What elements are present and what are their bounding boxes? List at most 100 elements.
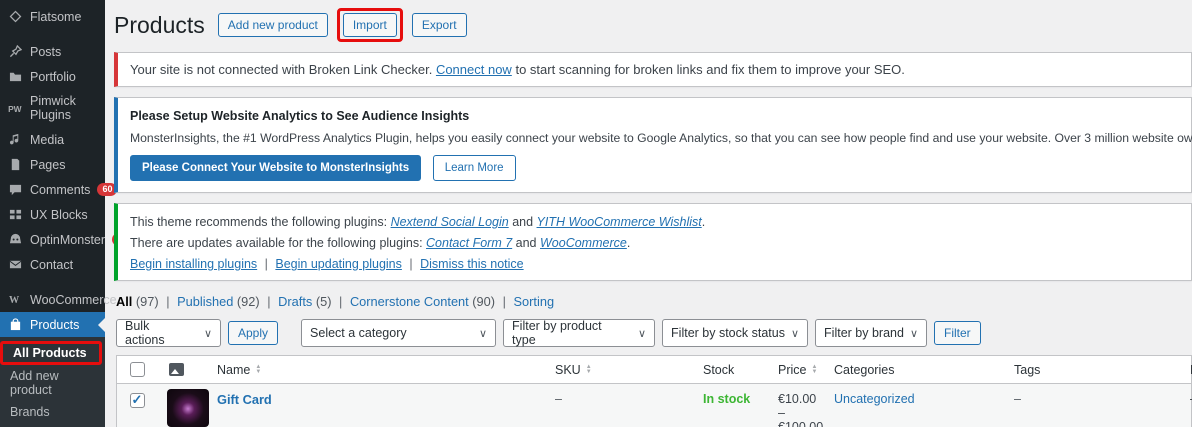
- select-value: Filter by product type: [512, 319, 602, 347]
- connect-monsterinsights-button[interactable]: Please Connect Your Website to MonsterIn…: [130, 155, 422, 181]
- export-button[interactable]: Export: [411, 13, 467, 37]
- products-submenu: All Products Add new product Brands Cate…: [0, 337, 105, 427]
- nextend-social-login-link[interactable]: Nextend Social Login: [390, 215, 509, 229]
- sku-column-header[interactable]: SKU: [551, 356, 699, 383]
- separator: |: [166, 294, 170, 309]
- select-all-cell: [117, 356, 157, 383]
- notice-text: There are updates available for the foll…: [130, 236, 423, 250]
- begin-updating-plugins-link[interactable]: Begin updating plugins: [275, 257, 402, 271]
- sidebar-item-ux-blocks[interactable]: UX Blocks: [0, 202, 105, 227]
- sidebar-item-label: Contact: [30, 257, 74, 272]
- learn-more-button[interactable]: Learn More: [432, 155, 516, 181]
- view-label: Sorting: [513, 294, 555, 309]
- annotation-import-box: Import: [336, 8, 403, 42]
- sidebar-item-woocommerce[interactable]: W WooCommerce: [0, 287, 117, 312]
- brand-select[interactable]: Filter by brand: [815, 319, 927, 347]
- row-select-cell: [117, 384, 157, 427]
- sidebar-item-media[interactable]: Media: [0, 127, 105, 152]
- select-all-checkbox[interactable]: [129, 362, 145, 377]
- sort-icon: [811, 365, 817, 375]
- tags-column-header: Tags: [1010, 356, 1186, 383]
- sort-icon: [586, 365, 592, 375]
- table-row: Gift Card – In stock €10.00 – €100.00 Un…: [117, 384, 1192, 427]
- bulk-actions-select[interactable]: Bulk actions: [116, 319, 221, 347]
- add-new-product-button[interactable]: Add new product: [217, 13, 328, 37]
- sidebar-item-label: UX Blocks: [30, 207, 88, 222]
- sidebar-item-flatsome[interactable]: Flatsome: [0, 4, 105, 29]
- sidebar-item-pimwick-plugins[interactable]: PW Pimwick Plugins: [0, 89, 105, 127]
- apply-button[interactable]: Apply: [228, 321, 279, 345]
- submenu-item-categories[interactable]: Categories: [0, 423, 105, 427]
- sidebar-separator: [0, 29, 105, 39]
- separator: |: [502, 294, 506, 309]
- category-select[interactable]: Select a category: [301, 319, 497, 347]
- separator: |: [267, 294, 271, 309]
- submenu-item-label: Brands: [10, 405, 50, 419]
- column-label: SKU: [555, 362, 581, 377]
- sidebar-item-portfolio[interactable]: Portfolio: [0, 64, 105, 89]
- sidebar-item-contact[interactable]: Contact: [0, 252, 105, 277]
- yith-wishlist-link[interactable]: YITH WooCommerce Wishlist: [536, 215, 702, 229]
- row-checkbox[interactable]: [129, 392, 145, 408]
- chevron-down-icon: [638, 327, 646, 340]
- comments-count-badge: 60: [97, 183, 118, 196]
- view-count: (97): [135, 294, 159, 309]
- view-cornerstone-link[interactable]: Cornerstone Content (90): [350, 294, 495, 309]
- image-column-icon: [169, 363, 184, 376]
- shopping-bag-icon: [8, 317, 23, 332]
- separator: |: [264, 257, 268, 271]
- price-column-header[interactable]: Price: [774, 356, 830, 383]
- dismiss-notice-link[interactable]: Dismiss this notice: [420, 257, 524, 271]
- categories-cell: Uncategorized: [830, 384, 1010, 427]
- begin-installing-plugins-link[interactable]: Begin installing plugins: [130, 257, 258, 271]
- notice-text: to start scanning for broken links and f…: [515, 62, 905, 77]
- product-type-select[interactable]: Filter by product type: [503, 319, 656, 347]
- comments-icon: [8, 182, 23, 197]
- broken-link-checker-notice: Your site is not connected with Broken L…: [114, 52, 1192, 87]
- select-value: Filter by brand: [824, 326, 904, 340]
- tags-cell: –: [1014, 392, 1021, 406]
- sidebar-item-posts[interactable]: Posts: [0, 39, 105, 64]
- chevron-down-icon: [204, 327, 212, 340]
- woocommerce-icon: W: [8, 292, 23, 307]
- product-name-link[interactable]: Gift Card: [217, 392, 272, 407]
- filter-button[interactable]: Filter: [934, 321, 981, 345]
- view-label: Drafts: [278, 294, 313, 309]
- import-button[interactable]: Import: [342, 13, 397, 37]
- notice-text: This theme recommends the following plug…: [130, 215, 388, 229]
- connect-now-link[interactable]: Connect now: [435, 62, 512, 77]
- submenu-item-add-new-product[interactable]: Add new product: [0, 365, 105, 401]
- product-thumbnail-cell[interactable]: [157, 384, 213, 427]
- sidebar-item-pages[interactable]: Pages: [0, 152, 105, 177]
- woocommerce-link[interactable]: WooCommerce: [540, 236, 627, 250]
- sidebar-item-optinmonster[interactable]: OptinMonster 1: [0, 227, 128, 252]
- product-name-cell: Gift Card: [213, 384, 551, 427]
- stock-status: In stock: [703, 392, 751, 406]
- blocks-icon: [8, 207, 23, 222]
- sidebar-item-label: Pages: [30, 157, 66, 172]
- name-column-header[interactable]: Name: [213, 356, 551, 383]
- sidebar-item-comments[interactable]: Comments 60: [0, 177, 118, 202]
- column-label: Price: [778, 362, 807, 377]
- submenu-item-all-products[interactable]: All Products: [0, 341, 102, 365]
- view-sorting-link[interactable]: Sorting: [514, 294, 555, 309]
- stock-status-select[interactable]: Filter by stock status: [662, 319, 809, 347]
- view-count: (5): [315, 294, 332, 309]
- category-link[interactable]: Uncategorized: [834, 392, 915, 406]
- table-header-row: Name SKU Stock Price Categories: [117, 356, 1192, 384]
- column-label: Tags: [1014, 362, 1041, 377]
- view-all-link[interactable]: All (97): [116, 294, 159, 309]
- svg-text:PW: PW: [8, 104, 22, 114]
- chevron-down-icon: [910, 327, 918, 340]
- products-table: Name SKU Stock Price Categories: [116, 355, 1192, 427]
- view-label: Published: [177, 294, 234, 309]
- contact-form-7-link[interactable]: Contact Form 7: [426, 236, 513, 250]
- admin-sidebar: Flatsome Posts Portfolio PW Pimwick Plug…: [0, 0, 128, 427]
- view-published-link[interactable]: Published (92): [177, 294, 260, 309]
- sidebar-item-products[interactable]: Products: [0, 312, 105, 337]
- submenu-item-brands[interactable]: Brands: [0, 401, 105, 423]
- view-drafts-link[interactable]: Drafts (5): [278, 294, 331, 309]
- column-label: Brands: [1190, 363, 1192, 377]
- notice-text: and: [512, 215, 534, 229]
